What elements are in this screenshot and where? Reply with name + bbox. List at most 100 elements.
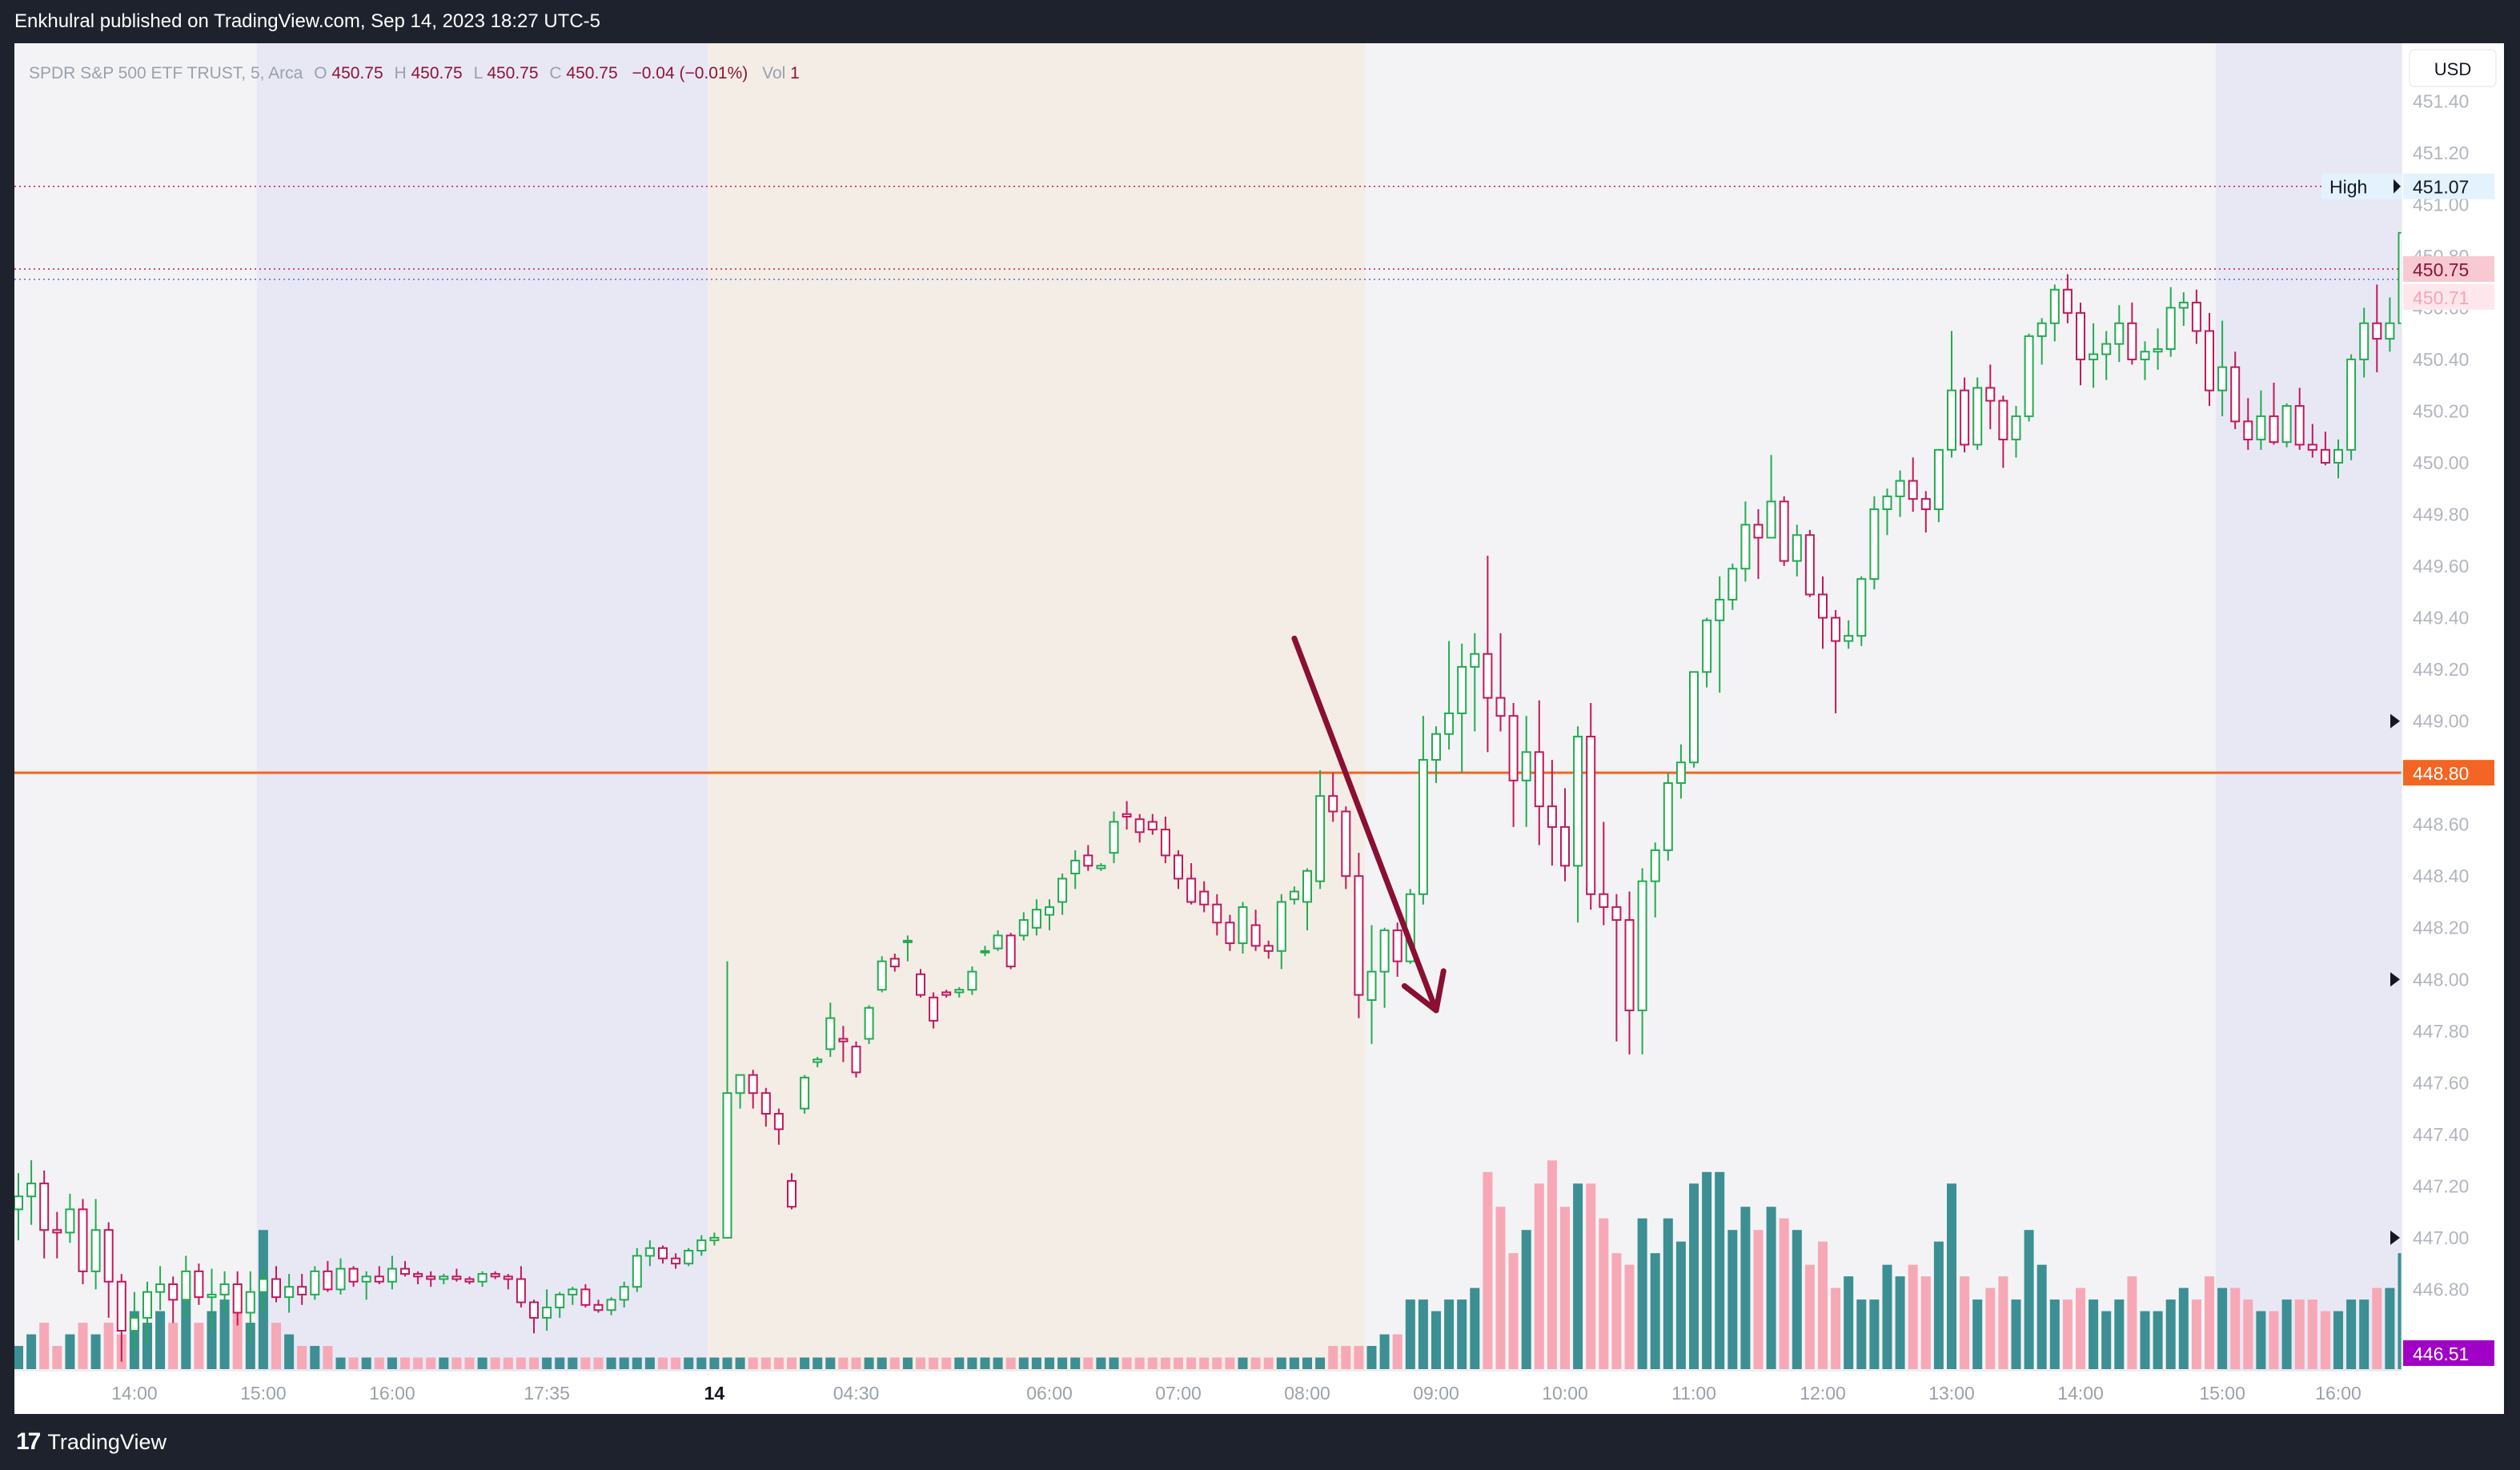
candle-body (1045, 906, 1054, 916)
candle-body (1547, 805, 1557, 828)
candle (1225, 914, 1235, 951)
candle-body (335, 1267, 346, 1291)
candle-body (14, 1195, 23, 1211)
candle (2269, 382, 2279, 445)
candle-body (361, 1275, 371, 1283)
volume-bar (245, 1323, 255, 1369)
volume-bar (941, 1357, 952, 1369)
volume-bar (142, 1323, 152, 1369)
candle-body (516, 1278, 526, 1303)
candle (1431, 726, 1441, 784)
candle-body (542, 1307, 552, 1319)
candle-body (1882, 495, 1892, 511)
volume-bar (2089, 1299, 2099, 1369)
tradingview-logo[interactable]: 17 TradingView (16, 1424, 167, 1460)
candle-body (2205, 330, 2214, 392)
volume-bar (644, 1357, 655, 1369)
candle-body (1096, 865, 1106, 870)
candle (2178, 292, 2189, 326)
y-tick-label: 447.00 (2413, 1227, 2469, 1248)
price-chart[interactable]: 451.40451.20451.00450.80450.60450.40450.… (14, 43, 2504, 1414)
x-tick-label: 15:00 (240, 1383, 287, 1404)
volume-bar (1663, 1218, 1673, 1369)
candle-body (155, 1283, 166, 1293)
candle (1637, 868, 1647, 1054)
volume-bar (1147, 1357, 1158, 1369)
volume-bar (838, 1357, 849, 1369)
volume-bar (1431, 1311, 1441, 1369)
candle (1920, 491, 1931, 533)
candle-body (606, 1299, 616, 1311)
candle (168, 1276, 179, 1323)
candle-body (2256, 415, 2266, 440)
arrow-annotation (1291, 635, 1439, 1014)
volume-bar (1792, 1230, 1802, 1369)
price-marker-icon (2390, 713, 2400, 729)
volume-bar (1289, 1357, 1299, 1369)
candle-body (619, 1286, 629, 1301)
candle (1560, 788, 1570, 882)
candle-body (1689, 671, 1699, 764)
price-marker-icon (2390, 1230, 2400, 1245)
volume-bar (1933, 1241, 1944, 1369)
candle-body (219, 1283, 230, 1295)
candle-body (980, 950, 990, 954)
tv-logo-icon: 17 (16, 1428, 41, 1455)
candle (2230, 351, 2241, 430)
volume-bar (1379, 1334, 1390, 1369)
candle-body (142, 1291, 152, 1319)
volume-bar (1998, 1276, 2008, 1369)
volume-bar (2205, 1276, 2214, 1369)
candle-body (90, 1229, 101, 1272)
candle-body (2385, 322, 2395, 340)
candle-body (451, 1275, 462, 1280)
volume-bar (787, 1357, 797, 1369)
volume-bar (2217, 1287, 2228, 1369)
chart-area[interactable]: 451.40451.20451.00450.80450.60450.40450.… (14, 43, 2504, 1414)
x-tick-label: 12:00 (1800, 1383, 1846, 1404)
currency-button[interactable]: USD (2409, 49, 2497, 87)
candle (271, 1266, 281, 1303)
candle (2036, 318, 2047, 365)
volume-bar (1109, 1357, 1119, 1369)
volume-bar (980, 1357, 990, 1369)
candle-body (889, 958, 900, 968)
y-tick-label: 447.40 (2413, 1124, 2469, 1145)
legend-symbol: SPDR S&P 500 ETF TRUST, 5, Arca (29, 64, 303, 82)
candle (1624, 891, 1635, 1054)
candle (2101, 331, 2112, 380)
candle (1882, 488, 1892, 536)
volume-bar (2256, 1311, 2266, 1369)
volume-bar (1534, 1183, 1544, 1369)
volume-bar (902, 1357, 913, 1369)
candle (1341, 806, 1351, 890)
candle-body (297, 1286, 307, 1295)
candle-body (194, 1270, 204, 1299)
candle-body (555, 1293, 565, 1309)
x-tick-label: 10:00 (1542, 1383, 1588, 1404)
high-tag-arrow-icon (2394, 179, 2401, 194)
session-backgrounds (14, 43, 2402, 1372)
candle-body (593, 1303, 604, 1311)
legend-h-label: H (394, 64, 406, 82)
volume-bar (2153, 1311, 2163, 1369)
candle (606, 1297, 616, 1315)
candle-body (825, 1017, 836, 1050)
candle (1018, 912, 1029, 941)
candle (1096, 863, 1106, 871)
candle (529, 1299, 539, 1334)
volume-bar (1418, 1299, 1428, 1369)
volume-bar (477, 1357, 488, 1369)
candle-body (696, 1239, 707, 1252)
candle-body (477, 1273, 488, 1283)
candle-body (65, 1208, 75, 1234)
candle-body (2243, 420, 2253, 440)
volume-bar (310, 1346, 320, 1369)
volume-bar (1804, 1264, 1815, 1369)
candle-body (1611, 906, 1622, 922)
volume-bar (1869, 1299, 1880, 1369)
candle (787, 1173, 797, 1210)
volume-bar (1483, 1171, 1493, 1369)
candle (426, 1271, 436, 1287)
candle-body (722, 1092, 732, 1239)
